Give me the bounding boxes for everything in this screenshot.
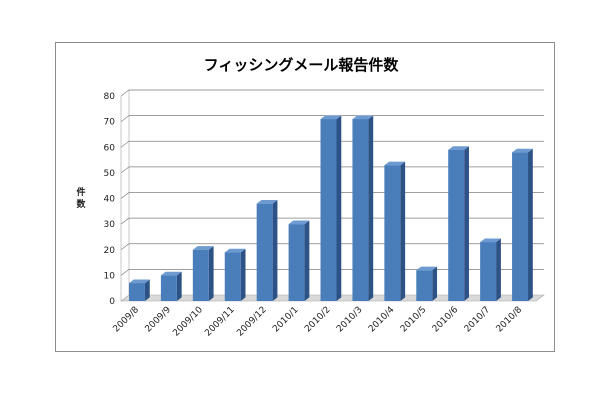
y-tick-label: 20 bbox=[104, 246, 116, 256]
bar-top bbox=[288, 220, 310, 225]
x-tick-label: 2010/6 bbox=[431, 305, 461, 335]
bar-top bbox=[320, 115, 342, 120]
bar-top bbox=[160, 271, 182, 276]
x-tick-label: 2010/5 bbox=[399, 305, 428, 334]
bar bbox=[160, 275, 177, 301]
x-tick-label: 2009/11 bbox=[203, 305, 237, 339]
x-tick-label: 2010/3 bbox=[335, 305, 364, 334]
y-axis-label-char: 数 bbox=[76, 198, 86, 210]
bar-top bbox=[384, 161, 406, 166]
bar-side bbox=[336, 115, 342, 302]
y-tick-label: 80 bbox=[104, 92, 116, 102]
x-tick-label: 2010/1 bbox=[271, 305, 300, 334]
bar-top bbox=[224, 248, 246, 253]
x-tick-label: 2009/9 bbox=[144, 305, 174, 335]
bar bbox=[288, 224, 305, 301]
chart-title: フィッシングメール報告件数 bbox=[204, 56, 400, 74]
bar-side bbox=[144, 279, 150, 301]
gridline bbox=[120, 269, 544, 276]
bar bbox=[256, 203, 273, 301]
bar-top bbox=[128, 279, 150, 284]
bar bbox=[128, 283, 145, 301]
bar bbox=[352, 119, 369, 301]
bar-side bbox=[432, 266, 438, 301]
x-tick-label: 2010/7 bbox=[463, 305, 492, 334]
chart-frame: 0 10 20 30 40 50 60 70 80 2009/8 2009/9 2009/10 200… bbox=[55, 42, 555, 352]
x-tick-label: 2010/8 bbox=[495, 305, 525, 335]
bar-top bbox=[192, 246, 214, 250]
x-tick-label: 2009/12 bbox=[235, 305, 269, 339]
gridline bbox=[120, 140, 544, 148]
bar-top bbox=[480, 238, 501, 243]
bar bbox=[384, 165, 401, 301]
bar-top bbox=[512, 148, 533, 153]
bar-side bbox=[304, 220, 310, 301]
bar-side bbox=[240, 248, 246, 301]
bar-top bbox=[416, 266, 438, 271]
bar-side bbox=[368, 115, 374, 302]
bar-top bbox=[448, 146, 469, 150]
y-tick-label: 40 bbox=[104, 195, 116, 205]
y-tick-label: 30 bbox=[104, 220, 116, 230]
bar-side bbox=[496, 238, 501, 301]
y-axis-label: 件数 bbox=[76, 186, 86, 210]
x-tick-label: 2009/8 bbox=[112, 305, 142, 335]
gridline bbox=[120, 192, 544, 199]
bar bbox=[320, 119, 337, 301]
y-tick-label: 60 bbox=[104, 143, 116, 153]
gridline bbox=[120, 166, 544, 174]
gridline bbox=[120, 217, 544, 225]
bar bbox=[480, 242, 497, 301]
gridline bbox=[120, 243, 544, 251]
y-tick-label: 0 bbox=[109, 297, 115, 307]
bar bbox=[416, 270, 433, 301]
bar-layer bbox=[128, 115, 533, 302]
x-tick-label: 2010/4 bbox=[367, 305, 397, 335]
y-tick-labels: 0 10 20 30 40 50 60 70 80 bbox=[104, 92, 116, 307]
y-tick-label: 10 bbox=[104, 271, 116, 281]
y-tick-label: 50 bbox=[104, 169, 116, 179]
bar-top bbox=[352, 115, 374, 120]
bar-side bbox=[272, 200, 278, 301]
bar bbox=[192, 249, 209, 301]
y-tick-label: 70 bbox=[104, 118, 116, 128]
bar bbox=[224, 252, 241, 301]
bar-top bbox=[256, 200, 278, 204]
gridline bbox=[120, 89, 544, 97]
gridline bbox=[120, 115, 544, 122]
bar-side bbox=[400, 161, 406, 301]
x-tick-label: 2010/2 bbox=[303, 305, 332, 334]
bar bbox=[448, 149, 465, 301]
bar-side bbox=[176, 271, 182, 301]
x-tick-label: 2009/10 bbox=[171, 305, 205, 339]
y-axis-label-char: 件 bbox=[76, 186, 85, 198]
bar bbox=[512, 152, 529, 301]
bar-side bbox=[464, 146, 469, 301]
bar-side bbox=[528, 148, 533, 301]
bar-side bbox=[208, 246, 214, 301]
